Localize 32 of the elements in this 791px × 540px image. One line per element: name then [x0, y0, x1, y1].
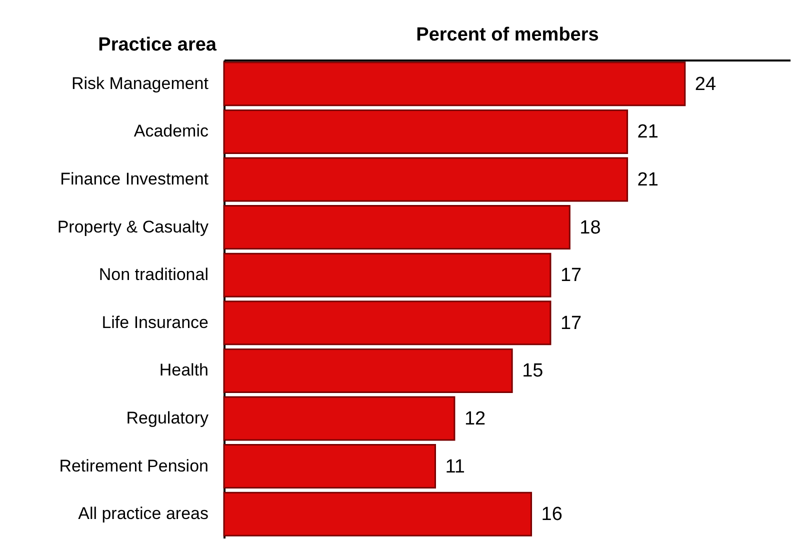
data-label: 24	[694, 74, 716, 95]
y-axis-title: Practice area	[98, 34, 217, 56]
y-tick-label: Retirement Pension	[59, 456, 208, 476]
y-tick-label: Risk Management	[71, 74, 209, 93]
data-label: 17	[560, 265, 582, 286]
data-label: 18	[580, 217, 601, 238]
x-axis-title: Percent of members	[416, 24, 599, 46]
bar	[223, 252, 552, 298]
y-tick-label: Life Insurance	[102, 312, 208, 332]
data-label: 17	[560, 312, 582, 334]
bar	[223, 300, 552, 346]
data-label: 21	[637, 170, 658, 190]
y-tick-label: Non traditional	[98, 265, 208, 284]
y-tick-label: Health	[159, 360, 208, 380]
y-tick-label: All practice areas	[78, 504, 208, 524]
bar	[223, 205, 570, 250]
data-label: 11	[445, 456, 465, 478]
bar	[223, 492, 532, 536]
bar	[223, 348, 513, 393]
data-label: 12	[464, 408, 486, 430]
bar	[223, 109, 628, 154]
data-label: 15	[522, 360, 544, 382]
y-tick-label: Property & Casualty	[57, 217, 209, 236]
data-label: 16	[541, 504, 562, 526]
bar	[223, 62, 686, 106]
bar	[223, 396, 456, 441]
data-label: 21	[637, 122, 658, 143]
y-tick-label: Finance Investment	[60, 170, 209, 188]
bar	[223, 444, 436, 489]
y-tick-label: Regulatory	[126, 408, 209, 428]
bar	[223, 157, 628, 202]
y-tick-label: Academic	[134, 122, 209, 141]
